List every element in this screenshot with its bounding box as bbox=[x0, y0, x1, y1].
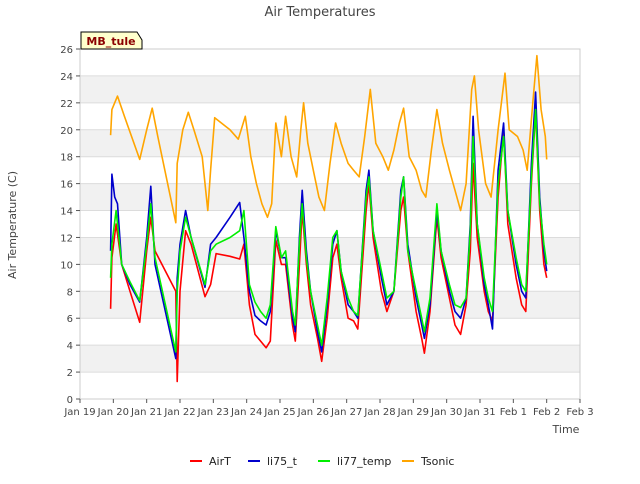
x-axis-label: Time bbox=[552, 423, 580, 436]
x-tick-label: Jan 25 bbox=[263, 407, 295, 418]
y-tick-label: 18 bbox=[60, 153, 73, 164]
legend-label: AirT bbox=[209, 455, 231, 468]
legend-label: li77_temp bbox=[337, 455, 391, 468]
y-tick-label: 20 bbox=[60, 126, 73, 137]
x-tick-label: Jan 31 bbox=[463, 407, 495, 418]
x-tick-label: Feb 3 bbox=[566, 407, 593, 418]
grid-band bbox=[80, 345, 580, 373]
legend-item: li77_temp bbox=[318, 455, 391, 468]
x-tick-label: Jan 28 bbox=[363, 407, 395, 418]
y-tick-label: 6 bbox=[67, 314, 73, 325]
grid-bands bbox=[80, 75, 580, 373]
y-axis-label: Air Temperature (C) bbox=[6, 171, 19, 279]
y-tick-label: 8 bbox=[67, 287, 73, 298]
site-label-tag: MB_tule bbox=[80, 31, 143, 50]
x-tick-label: Jan 26 bbox=[297, 407, 329, 418]
x-tick-label: Jan 20 bbox=[97, 407, 129, 418]
grid-band bbox=[80, 75, 580, 103]
x-tick-label: Jan 21 bbox=[130, 407, 162, 418]
y-tick-label: 14 bbox=[60, 207, 73, 218]
y-tick-label: 0 bbox=[67, 395, 73, 406]
legend: AirT li75_t li77_temp Tsonic bbox=[190, 455, 454, 468]
x-tick-label: Jan 23 bbox=[197, 407, 229, 418]
grid-band bbox=[80, 183, 580, 211]
y-tick-label: 26 bbox=[60, 45, 73, 56]
x-tick-label: Jan 27 bbox=[330, 407, 362, 418]
legend-label: li75_t bbox=[267, 455, 298, 468]
series-line-li77-temp bbox=[109, 108, 548, 353]
x-tick-label: Feb 2 bbox=[533, 407, 560, 418]
y-tick-label: 24 bbox=[60, 72, 73, 83]
y-tick-label: 12 bbox=[60, 233, 73, 244]
site-label-text: MB_tule bbox=[86, 35, 135, 48]
legend-label: Tsonic bbox=[420, 455, 454, 468]
y-tick-label: 10 bbox=[60, 260, 73, 271]
y-tick-label: 4 bbox=[67, 341, 73, 352]
y-tick-label: 2 bbox=[67, 368, 73, 379]
x-tick-label: Jan 22 bbox=[163, 407, 195, 418]
x-tick-label: Jan 19 bbox=[63, 407, 95, 418]
series-line-airt bbox=[109, 108, 548, 383]
series-layer bbox=[109, 54, 548, 383]
x-tick-label: Jan 30 bbox=[430, 407, 462, 418]
x-tick-label: Jan 29 bbox=[397, 407, 429, 418]
legend-item: li75_t bbox=[248, 455, 298, 468]
site-label-box bbox=[80, 31, 143, 50]
series-line-tsonic bbox=[109, 54, 548, 224]
y-tick-label: 16 bbox=[60, 180, 73, 191]
legend-item: AirT bbox=[190, 455, 231, 468]
plot-frame bbox=[79, 48, 581, 400]
chart-title: Air Temperatures bbox=[264, 5, 375, 20]
x-tick-label: Feb 1 bbox=[500, 407, 527, 418]
legend-item: Tsonic bbox=[402, 455, 454, 468]
x-tick-label: Jan 24 bbox=[230, 407, 262, 418]
y-tick-label: 22 bbox=[60, 99, 73, 110]
